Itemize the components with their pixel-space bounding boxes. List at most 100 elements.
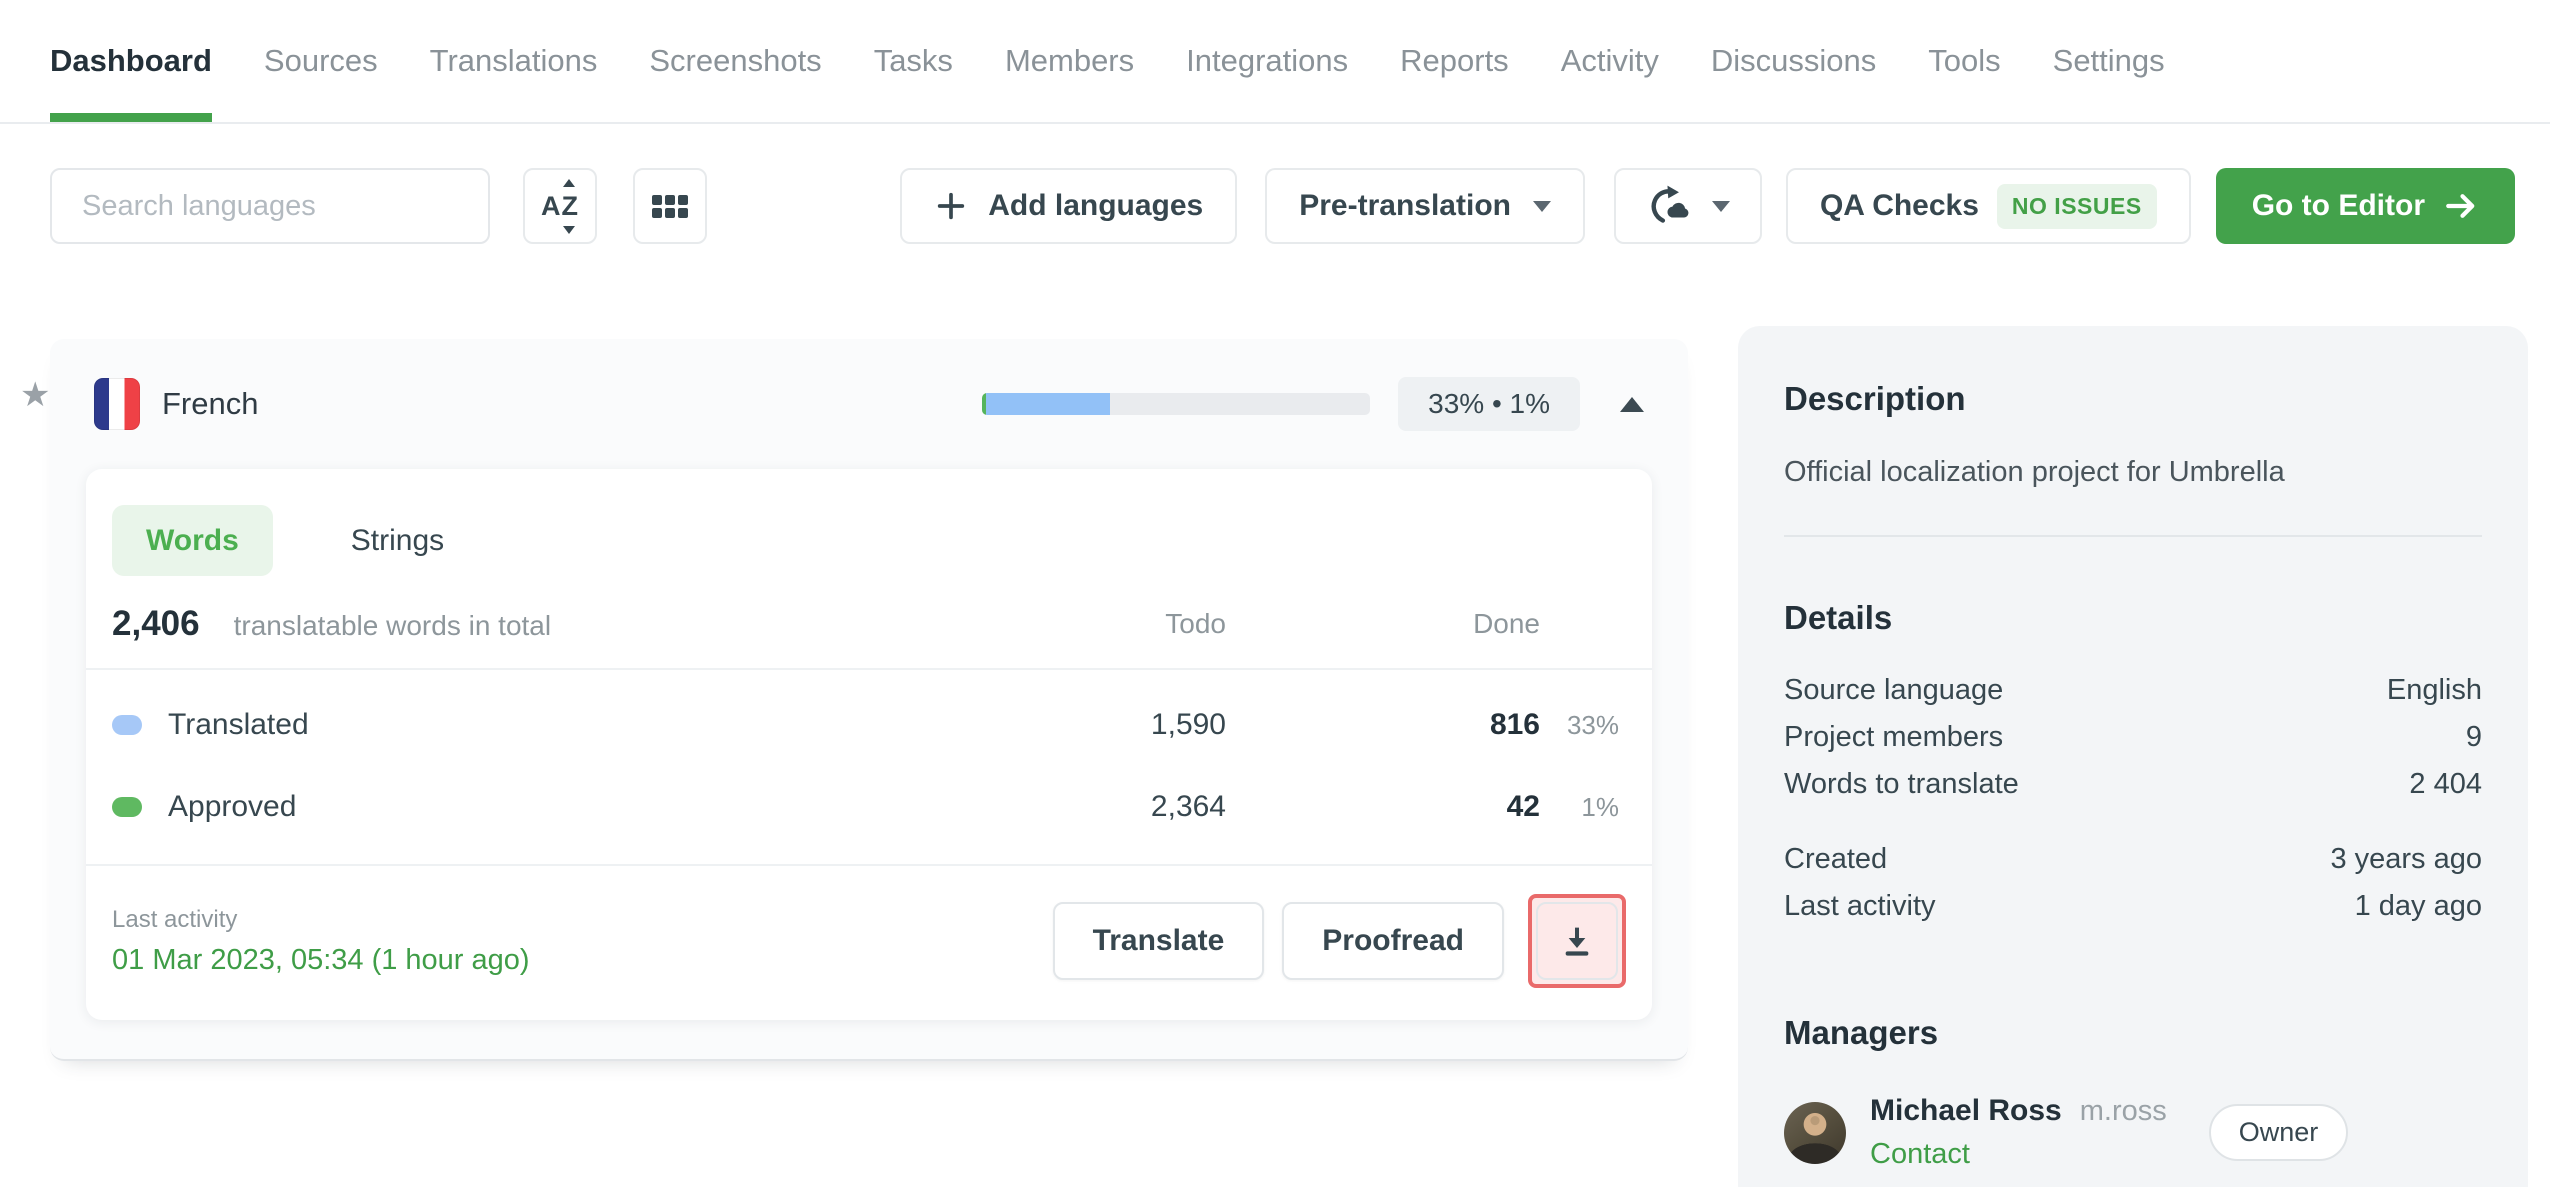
arrow-right-icon: [2446, 194, 2475, 218]
stats-rows: Translated 1,590 816 33% Approved 2,364 …: [86, 668, 1652, 848]
detail-label: Last activity: [1784, 890, 1936, 922]
detail-last-activity: Last activity 1 day ago: [1784, 891, 2482, 922]
details-title: Details: [1784, 599, 1893, 636]
unit-tabs: Words Strings: [86, 469, 1652, 576]
manager-name: Michael Ross: [1870, 1094, 2062, 1127]
tab-words[interactable]: Words: [112, 505, 273, 576]
plus-icon: [938, 192, 965, 220]
download-icon: [1565, 927, 1589, 956]
description-title: Description: [1784, 380, 1966, 417]
annotation-highlight: [1528, 894, 1626, 988]
detail-label: Words to translate: [1784, 768, 2019, 800]
proofread-button[interactable]: Proofread: [1282, 902, 1504, 980]
tab-settings[interactable]: Settings: [2052, 43, 2165, 78]
sort-az-button[interactable]: AZ: [523, 168, 597, 244]
column-header-done: Done: [1473, 608, 1540, 639]
detail-value: English: [2386, 674, 2482, 706]
detail-label: Source language: [1784, 674, 2004, 706]
managers-title: Managers: [1784, 1014, 1939, 1051]
qa-status-badge: NO ISSUES: [1996, 183, 2157, 229]
chevron-down-icon: [1711, 200, 1730, 212]
table-row-translated: Translated 1,590 816 33%: [86, 684, 1652, 766]
add-languages-button[interactable]: Add languages: [900, 168, 1238, 244]
grid-view-icon: [652, 194, 688, 218]
total-words-value: 2,406: [112, 604, 200, 643]
total-words-caption: translatable words in total: [233, 610, 552, 641]
tab-sources[interactable]: Sources: [263, 43, 378, 78]
french-flag-icon: [94, 378, 140, 430]
qa-checks-button[interactable]: QA Checks NO ISSUES: [1785, 168, 2191, 244]
tab-tools[interactable]: Tools: [1928, 43, 2001, 78]
approved-todo: 2,364: [1150, 790, 1226, 823]
card-footer: Last activity 01 Mar 2023, 05:34 (1 hour…: [86, 864, 1652, 988]
add-languages-label: Add languages: [988, 189, 1204, 222]
approved-dot-icon: [112, 797, 142, 817]
language-name: French: [162, 386, 259, 421]
column-header-todo: Todo: [1165, 608, 1226, 639]
manager-list-item: Michael Ross m.ross Contact Owner: [1784, 1094, 2482, 1171]
tab-strings[interactable]: Strings: [350, 523, 445, 557]
detail-value: 2 404: [2409, 768, 2482, 800]
languages-toolbar: AZ Add languages Pre-translation QA Chec…: [50, 168, 2515, 244]
owner-badge: Owner: [2208, 1104, 2349, 1161]
collapse-chevron-icon[interactable]: [1620, 396, 1644, 412]
avatar: [1784, 1101, 1846, 1164]
tab-tasks[interactable]: Tasks: [873, 43, 953, 78]
go-to-editor-button[interactable]: Go to Editor: [2215, 168, 2515, 244]
cloud-sync-button[interactable]: [1613, 168, 1762, 244]
cloud-sync-icon: [1651, 185, 1689, 223]
progress-summary-chip: 33% • 1%: [1398, 377, 1580, 431]
approved-percent: 1%: [1581, 791, 1619, 822]
last-activity-label: Last activity: [112, 905, 238, 933]
tab-dashboard[interactable]: Dashboard: [50, 0, 212, 122]
qa-checks-label: QA Checks: [1819, 189, 1979, 222]
detail-value: 9: [2465, 721, 2482, 753]
download-button[interactable]: [1536, 902, 1618, 980]
translate-button[interactable]: Translate: [1052, 902, 1265, 980]
pre-translation-button[interactable]: Pre-translation: [1265, 168, 1585, 244]
translated-done: 816: [1489, 708, 1540, 741]
project-info-panel: Description Official localization projec…: [1738, 326, 2528, 1187]
detail-label: Created: [1784, 843, 1888, 875]
tab-activity[interactable]: Activity: [1560, 43, 1659, 78]
pre-translation-label: Pre-translation: [1299, 189, 1511, 222]
chevron-down-icon: [1532, 200, 1551, 212]
translated-percent: 33%: [1566, 709, 1619, 740]
progress-translated: [986, 393, 1111, 415]
go-to-editor-label: Go to Editor: [2251, 189, 2425, 222]
language-progress-bar: [982, 393, 1371, 415]
view-mode-button[interactable]: [633, 168, 707, 244]
contact-link[interactable]: Contact: [1870, 1138, 1970, 1170]
progress-approved: [982, 393, 986, 415]
approved-done: 42: [1506, 790, 1540, 823]
detail-created: Created 3 years ago: [1784, 844, 2482, 875]
detail-source-language: Source language English: [1784, 675, 2482, 706]
project-tab-bar: Dashboard Sources Translations Screensho…: [0, 0, 2550, 124]
last-activity-link[interactable]: 01 Mar 2023, 05:34 (1 hour ago): [112, 943, 530, 976]
row-label: Approved: [168, 790, 297, 823]
translated-dot-icon: [112, 715, 142, 735]
translated-todo: 1,590: [1150, 708, 1226, 741]
table-row-approved: Approved 2,364 42 1%: [86, 766, 1652, 848]
language-card-header[interactable]: French 33% • 1%: [50, 339, 1688, 469]
favorite-star-icon[interactable]: ★: [20, 376, 51, 414]
detail-words-to-translate: Words to translate 2 404: [1784, 769, 2482, 800]
az-sort-icon: AZ: [539, 178, 581, 234]
details-list: Source language English Project members …: [1784, 675, 2482, 922]
search-input[interactable]: [50, 168, 490, 244]
language-stats-card: Words Strings 2,406 translatable words i…: [86, 469, 1652, 1020]
tab-reports[interactable]: Reports: [1400, 43, 1509, 78]
tab-translations[interactable]: Translations: [429, 43, 598, 78]
manager-username: m.ross: [2079, 1095, 2167, 1127]
language-card-french: French 33% • 1% Words Strings 2,406 tran…: [50, 339, 1688, 1061]
totals-header-row: 2,406 translatable words in total Todo D…: [86, 576, 1652, 668]
divider: [1784, 535, 2482, 537]
detail-value: 1 day ago: [2354, 890, 2482, 922]
tab-discussions[interactable]: Discussions: [1710, 43, 1877, 78]
tab-members[interactable]: Members: [1004, 43, 1135, 78]
detail-label: Project members: [1784, 721, 2004, 753]
detail-project-members: Project members 9: [1784, 722, 2482, 753]
tab-integrations[interactable]: Integrations: [1186, 43, 1349, 78]
tab-screenshots[interactable]: Screenshots: [649, 43, 822, 78]
detail-value: 3 years ago: [2330, 843, 2482, 875]
